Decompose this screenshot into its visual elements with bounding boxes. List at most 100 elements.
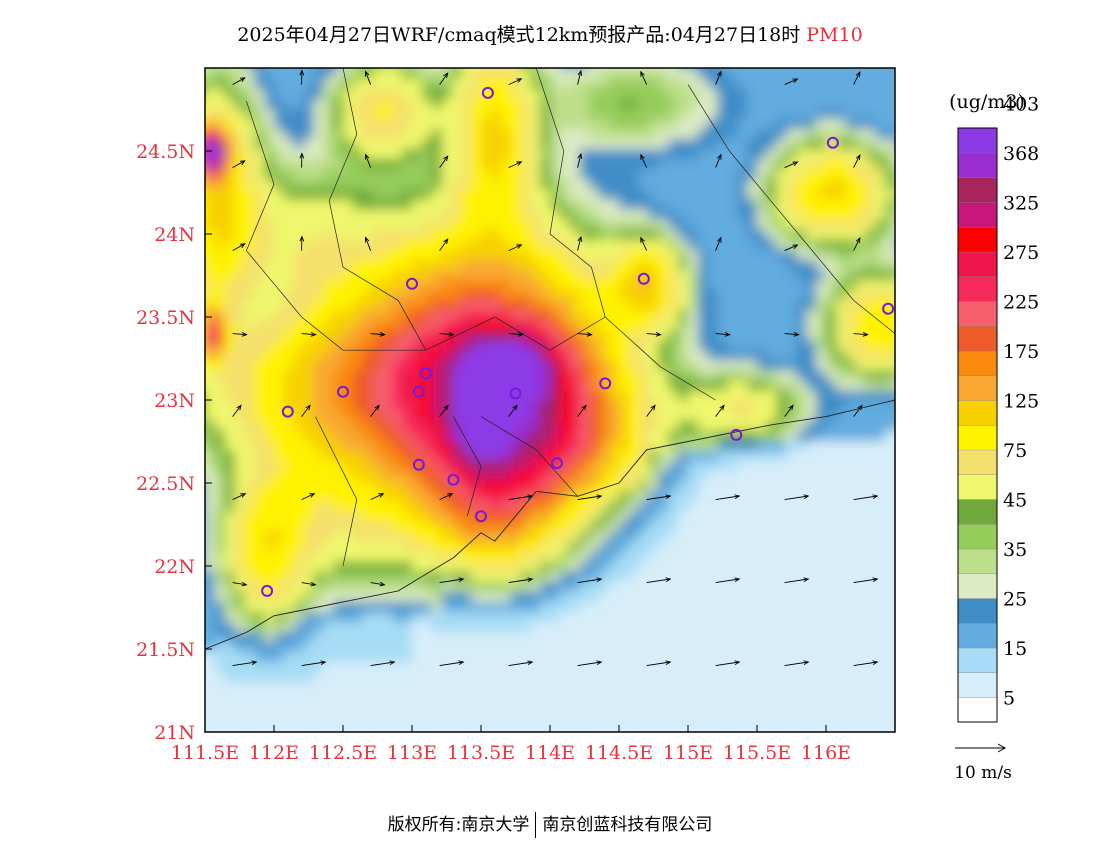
field-cell [865, 591, 876, 602]
field-cell [569, 88, 581, 99]
field-cell [510, 721, 522, 732]
field-cell [500, 520, 512, 532]
field-cell [224, 229, 236, 240]
field-cell [717, 711, 729, 723]
field-cell [776, 158, 788, 170]
field-cell [412, 198, 423, 210]
field-cell [688, 158, 699, 170]
field-cell [244, 239, 255, 250]
field-cell [835, 671, 847, 683]
field-cell [451, 641, 462, 653]
field-cell [658, 410, 669, 421]
field-cell [845, 118, 857, 129]
field-cell [757, 450, 768, 461]
field-cell [835, 681, 847, 693]
field-cell [697, 631, 709, 643]
field-cell [875, 550, 886, 562]
field-cell [619, 78, 630, 89]
field-cell [619, 470, 630, 482]
field-cell [619, 329, 630, 341]
field-cell [628, 671, 640, 683]
field-cell [431, 319, 443, 331]
field-cell [205, 68, 206, 79]
field-cell [244, 460, 255, 472]
field-cell [540, 78, 551, 89]
field-cell [766, 450, 778, 461]
field-cell [372, 520, 384, 532]
field-cell [766, 591, 778, 602]
field-cell [599, 168, 610, 180]
field-cell [431, 611, 443, 622]
field-cell [638, 309, 650, 321]
field-cell [205, 631, 216, 643]
field-cell [865, 128, 876, 140]
field-cell [451, 550, 462, 562]
field-cell [362, 98, 374, 109]
field-cell [648, 651, 660, 663]
field-cell [205, 520, 216, 532]
field-cell [205, 500, 206, 512]
field-cell [766, 339, 778, 351]
field-cell [806, 108, 817, 119]
field-cell [648, 711, 660, 723]
field-cell [254, 68, 265, 69]
field-cell [747, 269, 758, 280]
field-cell [421, 450, 433, 461]
field-cell [421, 460, 433, 472]
field-cell [471, 631, 482, 643]
field-cell [283, 520, 295, 532]
field-cell [362, 601, 374, 612]
field-cell [283, 671, 295, 683]
field-cell [757, 148, 768, 160]
field-cell [530, 188, 541, 200]
field-cell [786, 571, 798, 582]
field-cell [707, 138, 719, 150]
field-cell [658, 369, 669, 381]
field-cell [441, 470, 453, 482]
field-cell [668, 78, 679, 89]
field-cell [559, 430, 571, 441]
field-cell [835, 510, 847, 522]
field-cell [283, 158, 295, 170]
field-cell [431, 359, 443, 371]
field-cell [540, 259, 551, 270]
field-cell [461, 530, 472, 542]
field-cell [697, 208, 709, 220]
field-cell [441, 339, 453, 351]
field-cell [845, 78, 857, 89]
field-cell [402, 218, 413, 230]
field-cell [747, 198, 758, 210]
field-cell [421, 259, 433, 270]
field-cell [481, 641, 492, 653]
field-cell [382, 168, 393, 180]
field-cell [806, 128, 817, 140]
field-cell [490, 168, 502, 180]
field-cell [372, 631, 384, 643]
field-cell [865, 581, 876, 592]
field-cell [559, 601, 571, 612]
field-cell [343, 239, 354, 250]
field-cell [776, 279, 788, 290]
field-cell [205, 329, 206, 341]
field-cell [727, 158, 738, 170]
field-cell [382, 681, 393, 693]
field-cell [885, 400, 895, 411]
field-cell [421, 701, 433, 713]
field-cell [875, 279, 886, 290]
field-cell [293, 289, 305, 300]
field-cell [540, 400, 551, 411]
field-cell [333, 470, 344, 482]
field-cell [333, 78, 344, 89]
field-cell [599, 440, 610, 451]
field-cell [530, 510, 541, 522]
field-cell [658, 691, 669, 703]
field-cell [796, 198, 807, 210]
field-cell [244, 480, 255, 492]
field-cell [619, 450, 630, 461]
field-cell [628, 460, 640, 472]
field-cell [835, 520, 847, 532]
field-cell [254, 631, 265, 643]
field-cell [776, 711, 788, 723]
field-cell [490, 88, 502, 99]
field-cell [352, 239, 364, 250]
